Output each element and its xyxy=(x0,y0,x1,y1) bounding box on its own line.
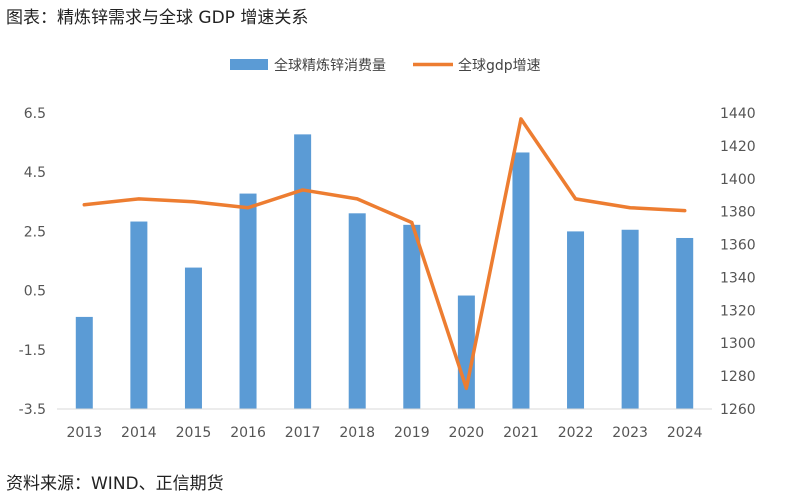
bar-2016 xyxy=(239,193,257,409)
bar-2019 xyxy=(403,224,421,409)
y-right-tick-label: 1380 xyxy=(720,205,756,221)
y-right-tick-label: 1300 xyxy=(720,336,756,352)
gdp-line xyxy=(82,117,687,391)
gdp-point-2015 xyxy=(191,200,195,204)
legend-label-line: 全球gdp增速 xyxy=(458,57,541,74)
x-tick-label: 2015 xyxy=(176,425,212,441)
legend: 全球精炼锌消费量 全球gdp增速 xyxy=(230,57,541,74)
x-tick-label: 2023 xyxy=(612,425,648,441)
x-tick-label: 2022 xyxy=(558,425,594,441)
x-tick-label: 2014 xyxy=(121,425,157,441)
y-left-tick-label: 4.5 xyxy=(24,165,46,181)
bar-2024 xyxy=(676,237,694,409)
bar-2015 xyxy=(184,267,202,409)
y-right-tick-label: 1320 xyxy=(720,303,756,319)
x-tick-label: 2013 xyxy=(66,425,102,441)
bar-2017 xyxy=(294,134,312,409)
x-tick-label: 2021 xyxy=(503,425,539,441)
x-tick-label: 2017 xyxy=(285,425,321,441)
y-left-tick-label: 0.5 xyxy=(24,284,46,300)
x-tick-label: 2024 xyxy=(667,425,703,441)
legend-swatch-bar xyxy=(230,59,268,70)
gdp-point-2021 xyxy=(519,117,523,121)
bar-series xyxy=(75,134,694,409)
y-right-tick-label: 1280 xyxy=(720,369,756,385)
x-tick-label: 2016 xyxy=(230,425,266,441)
gdp-point-2018 xyxy=(355,197,359,201)
gdp-point-2016 xyxy=(246,206,250,210)
legend-label-bar: 全球精炼锌消费量 xyxy=(274,57,386,74)
y-right-tick-label: 1420 xyxy=(720,139,756,155)
y-right-tick-label: 1440 xyxy=(720,106,756,122)
gdp-point-2022 xyxy=(574,197,578,201)
axes: 2013 2014 2015 2016 2017 2018 2019 2020 2021 2022… xyxy=(19,106,756,441)
bar-2013 xyxy=(75,316,93,409)
x-tick-label: 2020 xyxy=(449,425,485,441)
bar-2021 xyxy=(512,152,530,409)
y-left-tick-label: 2.5 xyxy=(24,224,46,240)
bar-2014 xyxy=(130,221,148,409)
x-tick-label: 2019 xyxy=(394,425,430,441)
y-right-tick-label: 1340 xyxy=(720,270,756,286)
y-left-tick-label: 6.5 xyxy=(24,106,46,122)
y-left-tick-label: -1.5 xyxy=(19,343,46,359)
source-note: 资料来源：WIND、正信期货 xyxy=(6,474,224,494)
gdp-point-2019 xyxy=(410,221,414,225)
y-right-tick-label: 1400 xyxy=(720,172,756,188)
gdp-point-2017 xyxy=(301,188,305,192)
gdp-point-2024 xyxy=(683,209,687,213)
gdp-point-2020 xyxy=(464,386,468,390)
bar-2022 xyxy=(567,231,585,409)
line-series xyxy=(82,117,687,391)
gdp-point-2014 xyxy=(137,197,141,201)
y-left-tick-label: -3.5 xyxy=(19,402,46,418)
y-right-tick-label: 1260 xyxy=(720,402,756,418)
chart-heading: 图表：精炼锌需求与全球 GDP 增速关系 xyxy=(6,8,309,28)
bar-2023 xyxy=(621,229,639,409)
gdp-point-2023 xyxy=(628,206,632,210)
y-right-tick-label: 1360 xyxy=(720,238,756,254)
x-tick-label: 2018 xyxy=(339,425,375,441)
bar-2018 xyxy=(348,213,366,409)
gdp-point-2013 xyxy=(82,203,86,207)
